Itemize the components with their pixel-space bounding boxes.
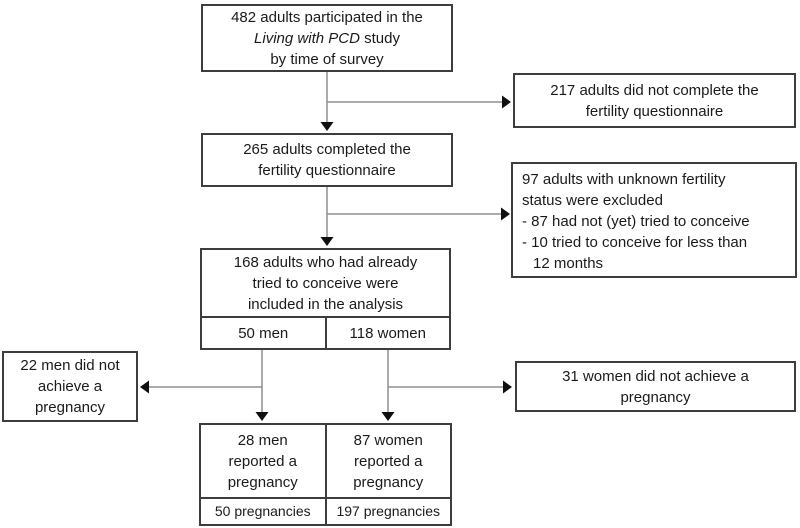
participated-line2: Living with PCD study — [254, 28, 400, 49]
box-men-no-pregnancy: 22 men did not achieve a pregnancy — [2, 351, 138, 422]
participated-line2-rest: study — [359, 29, 400, 47]
men-pregnancy-cell: 28 men reported a pregnancy — [227, 431, 298, 491]
men-pregnancy-count: 50 pregnancies — [214, 503, 311, 519]
arrow-completed-to-analysis — [320, 187, 334, 246]
arrow-to-excluded — [327, 207, 510, 221]
arrow-to-women-no-pregnancy — [388, 380, 512, 394]
arrow-men-to-outcome — [255, 350, 269, 421]
women-pregnancy-count: 197 pregnancies — [324, 499, 451, 524]
excluded-line2: status were excluded — [522, 192, 663, 209]
women-pregnancy-cell: 87 women reported a pregnancy — [324, 425, 451, 497]
analysis-men-cell: 50 men — [238, 324, 289, 342]
analysis-subrow: 50 men 118 women — [202, 316, 449, 348]
arrow-women-to-outcome — [381, 350, 395, 421]
box-excluded: 97 adults with unknown fertility status … — [511, 162, 797, 278]
arrow-to-men-no-pregnancy — [140, 380, 262, 394]
study-name-italic: Living with PCD — [254, 29, 360, 47]
box-not-completed: 217 adults did not complete the fertilit… — [513, 73, 796, 128]
excluded-bullet2: - 10 tried to conceive for less than 12 … — [522, 234, 748, 272]
outcomes-counts-row: 50 pregnancies 197 pregnancies — [201, 497, 450, 524]
participated-line1: 482 adults participated in the — [231, 8, 423, 26]
box-analysis: 168 adults who had already tried to conc… — [200, 248, 451, 350]
participated-line3: by time of survey — [270, 50, 384, 68]
analysis-text: 168 adults who had already tried to conc… — [233, 253, 418, 313]
analysis-women-cell: 118 women — [324, 318, 450, 348]
outcomes-main-row: 28 men reported a pregnancy 87 women rep… — [201, 425, 450, 497]
box-pregnancy-outcomes: 28 men reported a pregnancy 87 women rep… — [199, 423, 452, 526]
box-completed: 265 adults completed the fertility quest… — [201, 133, 453, 187]
excluded-bullet1: - 87 had not (yet) tried to conceive — [522, 213, 750, 230]
box-participated: 482 adults participated in the Living wi… — [201, 4, 453, 72]
box-women-no-pregnancy: 31 women did not achieve a pregnancy — [515, 361, 796, 412]
arrow-participated-to-completed — [320, 72, 334, 131]
excluded-line1: 97 adults with unknown fertility — [522, 171, 726, 188]
arrow-to-not-completed — [327, 95, 511, 109]
